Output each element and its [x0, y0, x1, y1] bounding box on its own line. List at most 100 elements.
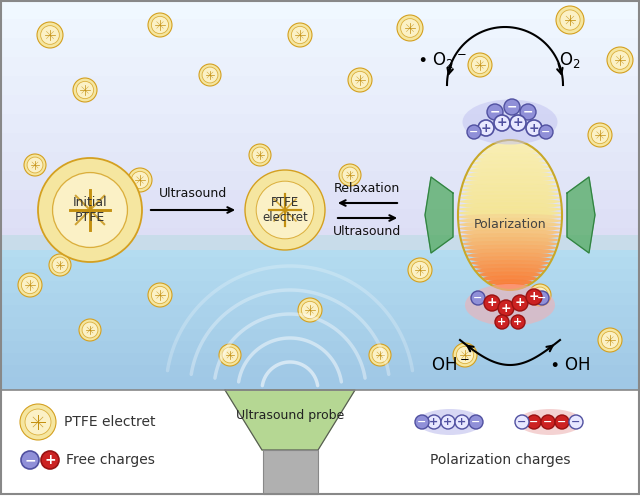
- Circle shape: [20, 404, 56, 440]
- Text: $\bullet$ O$_2$$^-$: $\bullet$ O$_2$$^-$: [417, 50, 467, 70]
- Bar: [1, 245, 639, 257]
- Circle shape: [73, 78, 97, 102]
- Ellipse shape: [458, 218, 562, 224]
- Ellipse shape: [462, 183, 558, 189]
- Ellipse shape: [463, 245, 557, 251]
- Bar: [1, 152, 639, 172]
- Polygon shape: [425, 177, 453, 253]
- Bar: [1, 247, 639, 266]
- Bar: [1, 76, 639, 96]
- Circle shape: [82, 322, 98, 338]
- Circle shape: [202, 67, 218, 83]
- Circle shape: [291, 26, 308, 44]
- Text: +: +: [497, 317, 507, 327]
- Text: −: −: [469, 127, 479, 137]
- Circle shape: [37, 22, 63, 48]
- Bar: [1, 0, 639, 19]
- Ellipse shape: [472, 160, 548, 166]
- Text: +: +: [513, 317, 523, 327]
- Text: Relaxation: Relaxation: [334, 182, 400, 195]
- Circle shape: [52, 173, 127, 248]
- Text: Free charges: Free charges: [66, 453, 155, 467]
- Ellipse shape: [470, 260, 550, 266]
- Circle shape: [52, 257, 68, 273]
- Polygon shape: [567, 177, 595, 253]
- Circle shape: [512, 295, 528, 311]
- Ellipse shape: [479, 152, 541, 159]
- Ellipse shape: [476, 156, 545, 162]
- Text: +: +: [529, 122, 540, 134]
- Text: −: −: [543, 417, 553, 427]
- Ellipse shape: [458, 214, 562, 220]
- Circle shape: [301, 302, 319, 318]
- Text: −: −: [507, 101, 517, 114]
- Circle shape: [152, 286, 169, 304]
- Text: −: −: [538, 293, 547, 303]
- Circle shape: [560, 10, 580, 30]
- Circle shape: [556, 6, 584, 34]
- Text: +: +: [429, 417, 438, 427]
- Circle shape: [18, 273, 42, 297]
- Circle shape: [131, 171, 148, 188]
- Text: Ultrasound probe: Ultrasound probe: [236, 409, 344, 422]
- Bar: [1, 361, 639, 380]
- Text: +: +: [497, 117, 508, 129]
- Text: −: −: [490, 106, 500, 119]
- Circle shape: [252, 147, 268, 163]
- Circle shape: [21, 451, 39, 469]
- Text: −: −: [417, 417, 427, 427]
- Circle shape: [25, 409, 51, 435]
- Circle shape: [598, 328, 622, 352]
- Circle shape: [199, 64, 221, 86]
- Bar: [1, 257, 639, 269]
- Ellipse shape: [493, 283, 527, 289]
- Ellipse shape: [458, 210, 562, 216]
- Circle shape: [484, 295, 500, 311]
- Text: PTFE electret: PTFE electret: [64, 415, 156, 429]
- Text: +: +: [481, 122, 492, 134]
- Text: $\bullet$ OH: $\bullet$ OH: [549, 356, 591, 374]
- Bar: [1, 317, 639, 329]
- Circle shape: [41, 26, 60, 44]
- Circle shape: [541, 415, 555, 429]
- Bar: [1, 304, 639, 323]
- Circle shape: [529, 284, 551, 306]
- Circle shape: [219, 344, 241, 366]
- Circle shape: [511, 315, 525, 329]
- Text: Ultrasound: Ultrasound: [333, 225, 401, 238]
- Text: −: −: [517, 417, 527, 427]
- Bar: [1, 228, 639, 248]
- Circle shape: [249, 144, 271, 166]
- Bar: [262, 450, 317, 494]
- Circle shape: [49, 254, 71, 276]
- Circle shape: [351, 71, 369, 89]
- Circle shape: [504, 99, 520, 115]
- Bar: [1, 281, 639, 294]
- Circle shape: [41, 451, 59, 469]
- Ellipse shape: [466, 252, 554, 258]
- Ellipse shape: [483, 275, 538, 282]
- Circle shape: [611, 51, 629, 69]
- Text: +: +: [458, 417, 467, 427]
- Bar: [1, 190, 639, 209]
- Circle shape: [526, 120, 542, 136]
- Ellipse shape: [462, 241, 558, 247]
- Circle shape: [569, 415, 583, 429]
- Circle shape: [427, 415, 441, 429]
- Text: O$_2$: O$_2$: [559, 50, 580, 70]
- Circle shape: [532, 287, 548, 303]
- Circle shape: [469, 415, 483, 429]
- Circle shape: [588, 123, 612, 147]
- Text: −: −: [541, 127, 550, 137]
- Circle shape: [471, 291, 485, 305]
- Text: −: −: [523, 106, 533, 119]
- Ellipse shape: [465, 176, 556, 182]
- Circle shape: [591, 126, 609, 144]
- Circle shape: [128, 168, 152, 192]
- Ellipse shape: [466, 172, 554, 178]
- Circle shape: [348, 68, 372, 92]
- Text: −: −: [24, 453, 36, 467]
- Circle shape: [38, 158, 142, 262]
- Circle shape: [21, 276, 38, 294]
- Circle shape: [539, 125, 553, 139]
